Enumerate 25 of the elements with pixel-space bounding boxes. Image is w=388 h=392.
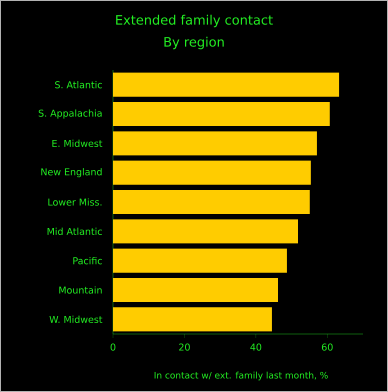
y-tick-label: Pacific [73,257,102,264]
x-tick-label: 60 [322,344,333,351]
x-tick-label: 40 [250,344,262,351]
y-tick-label: W. Midwest [49,316,102,324]
y-tick-label: E. Midwest [52,140,102,148]
chart-subtitle: By region [164,36,224,50]
bar [113,219,298,244]
y-tick-label: Mountain [59,286,102,294]
bar [113,131,317,156]
bar [113,72,340,97]
y-tick-label: Mid Atlantic [48,228,102,236]
bar [113,102,330,126]
bar [113,278,278,302]
y-tick-label: New England [41,168,102,178]
bar [113,190,310,214]
x-tick-label: 20 [179,344,190,351]
bar [113,160,311,185]
x-axis-title: In contact w/ ext. family last month, % [154,372,328,380]
bar [113,307,272,332]
x-tick-label: 0 [110,344,116,351]
y-tick-label: S. Appalachia [38,109,102,119]
bar [113,248,287,273]
y-tick-label: Lower Miss. [48,198,102,206]
chart-title: Extended family contact [116,14,273,28]
y-tick-label: S. Atlantic [55,81,102,88]
